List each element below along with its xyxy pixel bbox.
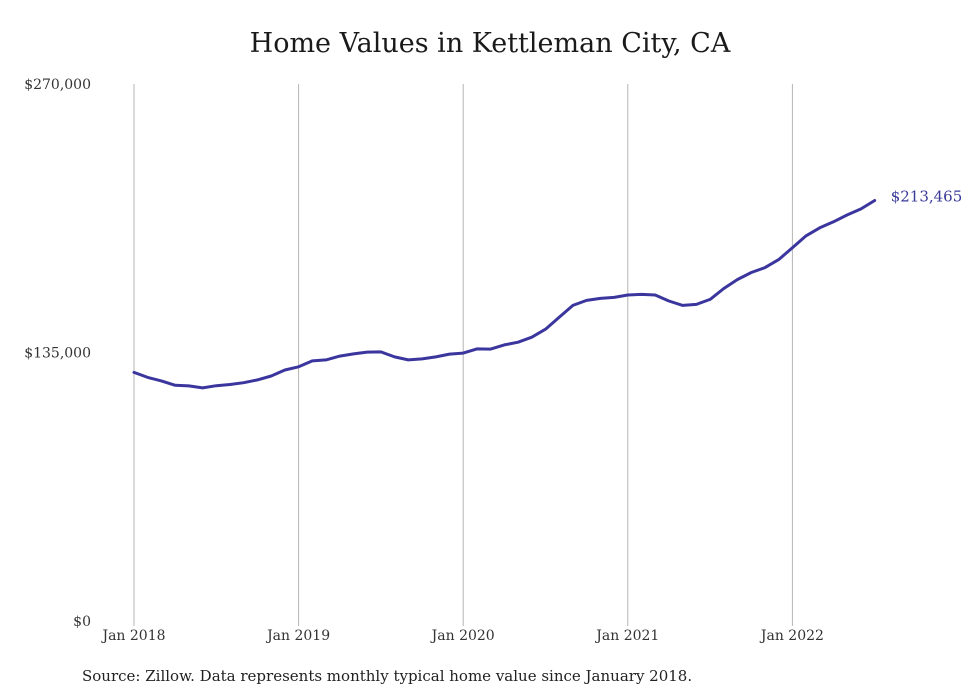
chart-title: Home Values in Kettleman City, CA: [249, 28, 731, 59]
x-axis-tick-labels: Jan 2018 Jan 2019 Jan 2020 Jan 2021 Jan 2022: [100, 628, 823, 644]
y-tick-label: $135,000: [24, 346, 91, 362]
series-layer: [132, 199, 877, 390]
x-tick-label: Jan 2020: [430, 628, 495, 644]
y-tick-label: $270,000: [24, 77, 91, 93]
annotations: $213,465: [891, 187, 963, 205]
gridlines: [133, 84, 793, 626]
x-tick-label: Jan 2021: [594, 628, 659, 644]
end-value-label: $213,465: [891, 187, 963, 205]
x-tick-label: Jan 2022: [759, 628, 824, 644]
y-tick-label: $0: [73, 614, 91, 630]
y-axis-tick-labels: $0 $135,000 $270,000: [24, 77, 91, 630]
x-tick-label: Jan 2019: [265, 628, 330, 644]
source-note: Source: Zillow. Data represents monthly …: [82, 667, 693, 685]
x-tick-label: Jan 2018: [100, 628, 165, 644]
line-chart: $0$135,000$270,000 Jan 2018 Jan 2019 Jan 2…: [24, 77, 963, 644]
series-line: [132, 199, 877, 390]
